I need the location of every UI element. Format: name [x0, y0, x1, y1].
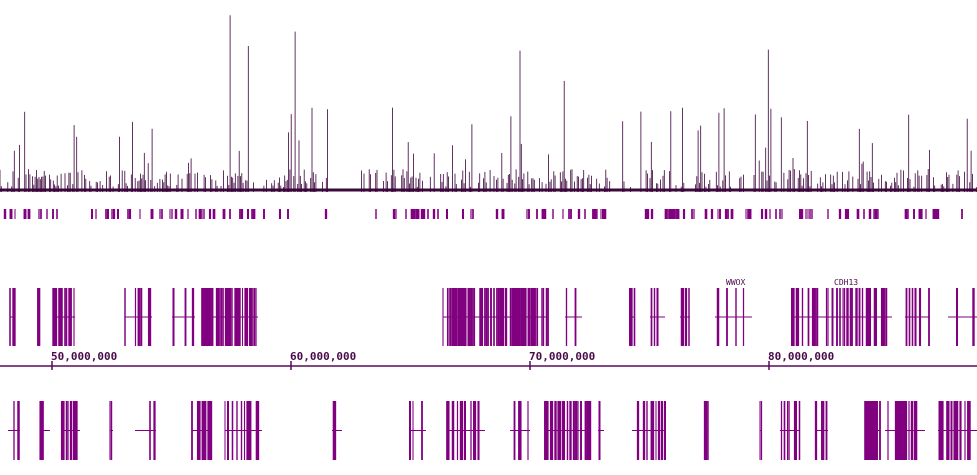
gene-label: CDH13 [834, 278, 858, 287]
ruler-label: 60,000,000 [290, 350, 356, 363]
gene-track-upper [9, 288, 977, 346]
ruler-label: 50,000,000 [51, 350, 117, 363]
ruler-label: 70,000,000 [529, 350, 595, 363]
signal-track [0, 15, 977, 192]
ruler-label: 80,000,000 [768, 350, 834, 363]
coordinate-ruler: 50,000,000 60,000,000 70,000,000 80,000,000 [0, 350, 977, 370]
gene-track-lower [8, 401, 977, 460]
gene-label: WWOX [726, 278, 745, 287]
peak-calls-track [3, 209, 963, 219]
